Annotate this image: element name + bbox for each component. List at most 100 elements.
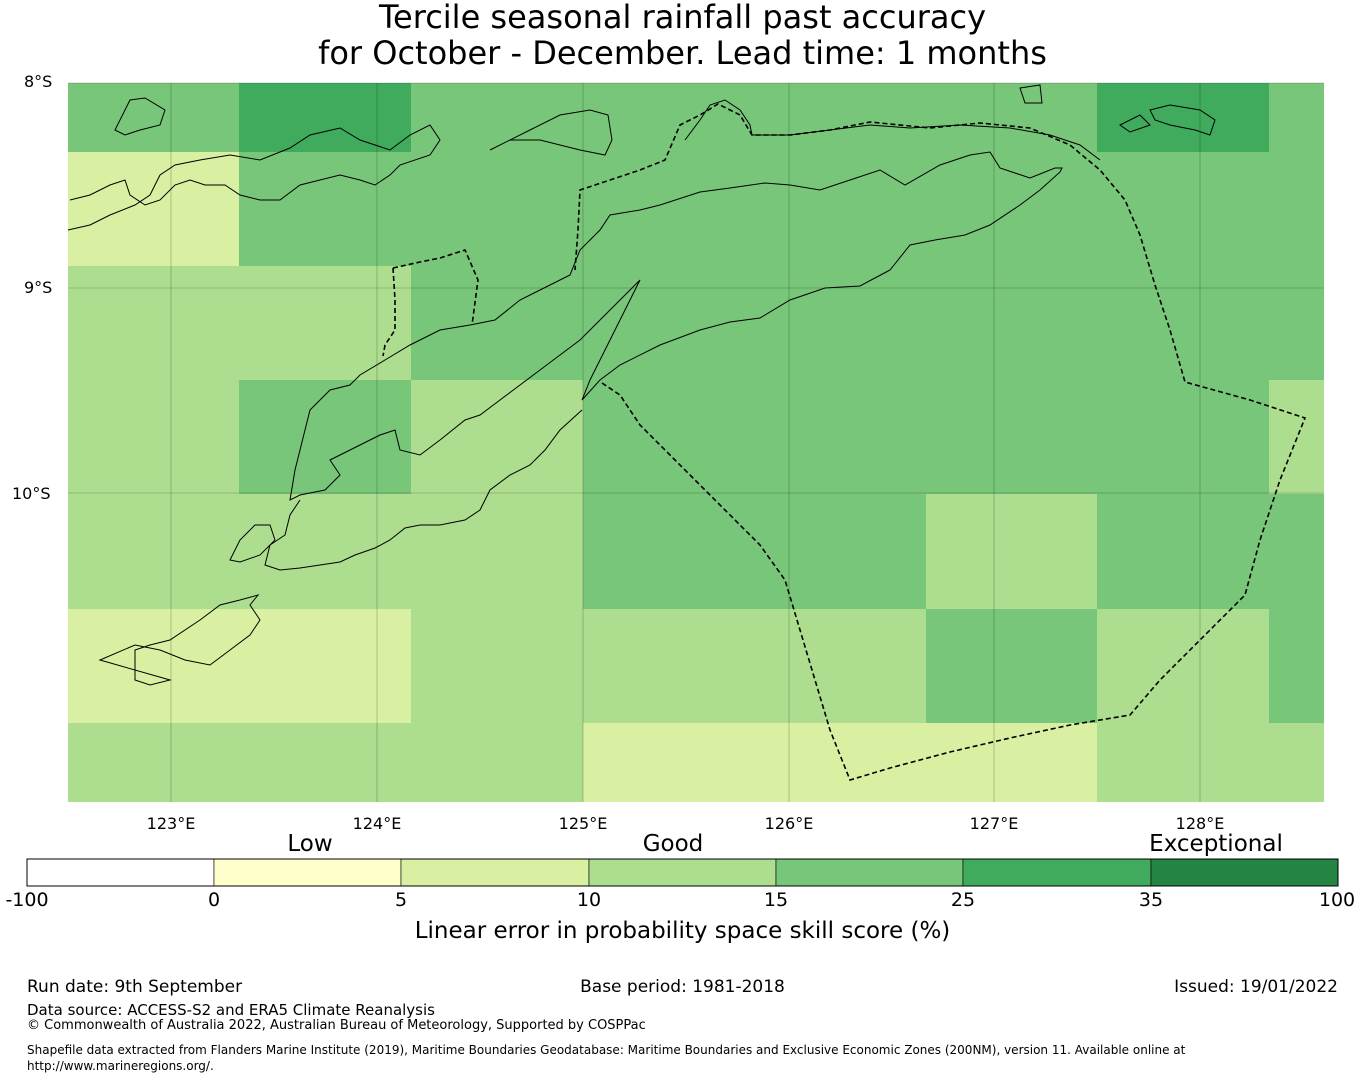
skill-cell	[926, 494, 1097, 609]
colorbar-tick: 35	[1138, 889, 1164, 911]
skill-cell	[68, 152, 239, 266]
skill-cell	[68, 494, 239, 609]
skill-cell	[239, 494, 411, 609]
lon-label-126e: 126°E	[764, 814, 814, 833]
colorbar-tick: 0	[207, 889, 221, 911]
lat-label-9s: 9°S	[24, 278, 53, 297]
colorbar-tick: 100	[1318, 889, 1356, 911]
legend-category-exceptional: Exceptional	[1149, 831, 1283, 857]
issued-date: Issued: 19/01/2022	[1174, 977, 1338, 997]
skill-cell	[411, 266, 583, 380]
lon-label-123e: 123°E	[146, 814, 196, 833]
coastline-timor-south	[264, 409, 583, 571]
skill-cell	[68, 609, 239, 723]
lon-label-125e: 125°E	[558, 814, 608, 833]
skill-cell	[1269, 609, 1324, 723]
coastline-alor-north	[489, 109, 613, 156]
colorbar-segment	[26, 858, 215, 887]
skill-cell	[583, 152, 754, 266]
skill-cell	[1097, 83, 1269, 152]
coastline-romang	[1149, 104, 1216, 136]
skill-cell	[1097, 266, 1269, 380]
colorbar-segment	[1150, 858, 1339, 887]
skill-grid-cells	[68, 83, 1324, 802]
colorbar-tick: 25	[950, 889, 976, 911]
coastline-damar	[1019, 84, 1043, 104]
colorbar-label: Linear error in probability space skill …	[414, 918, 951, 944]
coastline-timor	[289, 151, 1063, 501]
run-date: Run date: 9th September	[27, 977, 243, 997]
lon-label-128e: 128°E	[1175, 814, 1225, 833]
colorbar-outline	[26, 858, 1339, 887]
legend-category-good: Good	[642, 831, 704, 857]
skill-cell	[1269, 83, 1324, 152]
skill-cell	[411, 380, 583, 494]
skill-cell	[926, 380, 1097, 494]
coastline-wetar	[684, 99, 1101, 161]
skill-cell	[239, 609, 411, 723]
colorbar-segment	[213, 858, 402, 887]
skill-cell	[1269, 152, 1324, 266]
colorbar-segment	[775, 858, 964, 887]
skill-cell	[1269, 266, 1324, 380]
skill-cell	[239, 266, 411, 380]
coastline-pantar	[114, 97, 166, 136]
coastline-rote	[229, 524, 276, 563]
skill-cell	[754, 152, 926, 266]
skill-cell	[926, 152, 1097, 266]
coastlines	[67, 84, 1216, 686]
legend-category-low: Low	[287, 831, 333, 857]
skill-cell	[68, 380, 239, 494]
skill-cell	[1097, 494, 1269, 609]
skill-cell	[411, 83, 583, 152]
skill-cell	[68, 723, 239, 802]
skill-cell	[1097, 152, 1269, 266]
graticule	[68, 82, 1324, 802]
colorbar-tick: -100	[5, 889, 49, 911]
boundary-timor-leste-eez	[574, 103, 1307, 781]
copyright: © Commonwealth of Australia 2022, Austra…	[27, 1018, 646, 1033]
skill-cell	[411, 609, 583, 723]
skill-cell	[239, 723, 411, 802]
skill-cell	[239, 152, 411, 266]
colorbar-segments	[26, 858, 1339, 887]
shapefile-credit: Shapefile data extracted from Flanders M…	[27, 1043, 1186, 1073]
colorbar-tick: 15	[763, 889, 789, 911]
skill-cell	[583, 380, 754, 494]
skill-cell	[1269, 380, 1324, 494]
lat-label-10s: 10°S	[12, 484, 51, 503]
skill-cell	[754, 494, 926, 609]
skill-cell	[583, 266, 754, 380]
skill-cell	[754, 83, 926, 152]
colorbar-segment	[400, 858, 590, 887]
colorbar-segment	[962, 858, 1152, 887]
skill-cell	[754, 380, 926, 494]
coastline-sawu	[98, 594, 261, 686]
boundary-oecusse-eez	[382, 249, 479, 357]
skill-cell	[926, 723, 1097, 802]
skill-cell	[239, 380, 411, 494]
skill-cell	[1097, 723, 1269, 802]
colorbar-tick: 5	[394, 889, 408, 911]
map-title-line2: for October - December. Lead time: 1 mon…	[318, 34, 1047, 72]
eez-boundaries	[382, 103, 1307, 781]
data-source: Data source: ACCESS-S2 and ERA5 Climate …	[27, 1001, 435, 1019]
skill-cell	[68, 266, 239, 380]
skill-cell	[1269, 494, 1324, 609]
skill-cell	[583, 723, 754, 802]
skill-cell	[926, 266, 1097, 380]
lon-label-124e: 124°E	[352, 814, 402, 833]
coastline-moa	[1119, 114, 1151, 133]
skill-cell	[926, 83, 1097, 152]
skill-cell	[1269, 723, 1324, 802]
skill-cell	[754, 723, 926, 802]
lat-label-8s: 8°S	[24, 72, 53, 91]
map-title-line1: Tercile seasonal rainfall past accuracy	[378, 0, 987, 36]
skill-cell	[239, 83, 411, 152]
skill-cell	[754, 609, 926, 723]
skill-cell	[583, 494, 754, 609]
skill-cell	[1097, 609, 1269, 723]
coastline-flores-east	[67, 124, 441, 231]
base-period: Base period: 1981-2018	[580, 977, 785, 997]
skill-cell	[411, 494, 583, 609]
